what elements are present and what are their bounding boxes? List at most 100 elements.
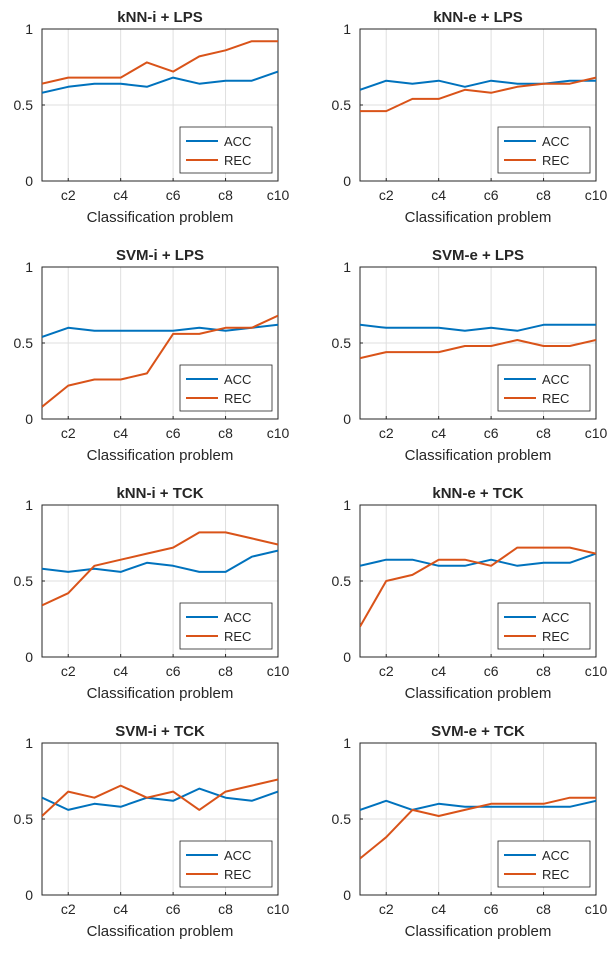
x-axis-label: Classification problem xyxy=(405,685,552,702)
x-axis-label: Classification problem xyxy=(87,447,234,464)
chart-panel-7: SVM-i + TCK c2 c4 c6 c8 c10 0 0.5 1 Classificatio… xyxy=(14,723,290,940)
series-line-rec xyxy=(360,76,596,113)
chart-title: kNN-e + TCK xyxy=(432,485,523,502)
x-axis-label: Classification problem xyxy=(405,209,552,226)
legend: ACC REC xyxy=(179,840,273,888)
series-line-rec xyxy=(42,40,278,85)
y-tick-label: 0 xyxy=(343,411,351,427)
y-tick-label: 0 xyxy=(25,649,33,665)
series-line-rec xyxy=(360,796,596,860)
legend-label-acc: ACC xyxy=(542,372,569,387)
x-axis-label: Classification problem xyxy=(405,447,552,464)
legend-label-rec: REC xyxy=(224,153,251,168)
y-tick-label: 0.5 xyxy=(14,573,34,589)
x-tick-label: c10 xyxy=(267,901,290,917)
x-tick-label: c10 xyxy=(585,663,608,679)
x-tick-label: c8 xyxy=(218,663,233,679)
legend-label-rec: REC xyxy=(224,391,251,406)
y-tick-label: 0.5 xyxy=(14,97,34,113)
y-tick-label: 0 xyxy=(343,887,351,903)
legend-label-rec: REC xyxy=(224,629,251,644)
x-tick-label: c2 xyxy=(61,425,76,441)
chart-title: SVM-e + LPS xyxy=(432,247,524,264)
y-tick-label: 1 xyxy=(343,497,351,513)
x-tick-label: c6 xyxy=(166,901,181,917)
chart-title: kNN-i + TCK xyxy=(116,485,203,502)
series-line-rec xyxy=(42,778,278,817)
chart-title: SVM-e + TCK xyxy=(431,723,525,740)
x-tick-label: c4 xyxy=(113,187,128,203)
x-tick-label: c8 xyxy=(218,901,233,917)
x-tick-label: c8 xyxy=(536,663,551,679)
chart-panel-4: SVM-e + LPS c2 c4 c6 c8 c10 0 0.5 1 Classificatio… xyxy=(332,247,608,464)
legend-box xyxy=(179,364,273,412)
x-axis-label: Classification problem xyxy=(87,209,234,226)
x-tick-label: c8 xyxy=(536,425,551,441)
series-line-rec xyxy=(42,314,278,408)
legend: ACC REC xyxy=(497,126,591,174)
series-line-acc xyxy=(42,70,278,94)
legend-label-acc: ACC xyxy=(224,848,251,863)
x-tick-label: c4 xyxy=(431,663,446,679)
y-tick-label: 0 xyxy=(25,411,33,427)
x-tick-label: c10 xyxy=(585,187,608,203)
legend-label-rec: REC xyxy=(542,629,569,644)
y-tick-label: 1 xyxy=(25,735,33,751)
chart-panel-8: SVM-e + TCK c2 c4 c6 c8 c10 0 0.5 1 Classificatio… xyxy=(332,723,608,940)
x-tick-label: c10 xyxy=(585,425,608,441)
chart-title: SVM-i + LPS xyxy=(116,247,204,264)
x-tick-label: c2 xyxy=(61,187,76,203)
legend-box xyxy=(179,602,273,650)
x-tick-label: c6 xyxy=(484,663,499,679)
series-line-acc xyxy=(360,552,596,567)
chart-panel-3: SVM-i + LPS c2 c4 c6 c8 c10 0 0.5 1 Classificatio… xyxy=(14,247,290,464)
x-tick-label: c6 xyxy=(484,425,499,441)
x-tick-label: c8 xyxy=(218,187,233,203)
x-tick-label: c4 xyxy=(113,663,128,679)
x-tick-label: c2 xyxy=(379,901,394,917)
x-axis-label: Classification problem xyxy=(405,923,552,940)
series-line-acc xyxy=(42,787,278,811)
legend-label-acc: ACC xyxy=(224,372,251,387)
chart-title: SVM-i + TCK xyxy=(115,723,205,740)
legend: ACC REC xyxy=(179,602,273,650)
y-tick-label: 1 xyxy=(25,21,33,37)
x-tick-label: c10 xyxy=(267,187,290,203)
x-tick-label: c8 xyxy=(536,187,551,203)
x-tick-label: c2 xyxy=(379,663,394,679)
x-tick-label: c6 xyxy=(484,187,499,203)
x-tick-label: c8 xyxy=(536,901,551,917)
x-tick-label: c10 xyxy=(267,425,290,441)
series-line-acc xyxy=(42,323,278,338)
legend-label-rec: REC xyxy=(542,391,569,406)
x-tick-label: c2 xyxy=(61,663,76,679)
y-tick-label: 0 xyxy=(25,887,33,903)
x-tick-label: c10 xyxy=(267,663,290,679)
x-tick-label: c4 xyxy=(431,425,446,441)
legend-label-acc: ACC xyxy=(542,848,569,863)
legend-box xyxy=(497,602,591,650)
chart-panel-6: kNN-e + TCK c2 c4 c6 c8 c10 0 0.5 1 Classificatio… xyxy=(332,485,608,702)
x-tick-label: c6 xyxy=(166,425,181,441)
legend-box xyxy=(497,840,591,888)
legend-label-acc: ACC xyxy=(542,134,569,149)
legend-label-rec: REC xyxy=(542,153,569,168)
x-tick-label: c6 xyxy=(166,187,181,203)
x-tick-label: c2 xyxy=(379,425,394,441)
legend-box xyxy=(497,364,591,412)
chart-title: kNN-i + LPS xyxy=(117,9,202,26)
legend-box xyxy=(179,126,273,174)
x-tick-label: c4 xyxy=(113,901,128,917)
legend-box xyxy=(179,840,273,888)
x-tick-label: c2 xyxy=(61,901,76,917)
series-line-acc xyxy=(42,549,278,573)
series-line-rec xyxy=(360,546,596,628)
x-tick-label: c10 xyxy=(585,901,608,917)
y-tick-label: 0.5 xyxy=(332,335,352,351)
y-tick-label: 0 xyxy=(343,649,351,665)
x-axis-label: Classification problem xyxy=(87,923,234,940)
y-tick-label: 1 xyxy=(343,21,351,37)
chart-panel-2: kNN-e + LPS c2 c4 c6 c8 c10 0 0.5 1 Classificatio… xyxy=(332,9,608,226)
legend: ACC REC xyxy=(179,126,273,174)
x-tick-label: c2 xyxy=(379,187,394,203)
